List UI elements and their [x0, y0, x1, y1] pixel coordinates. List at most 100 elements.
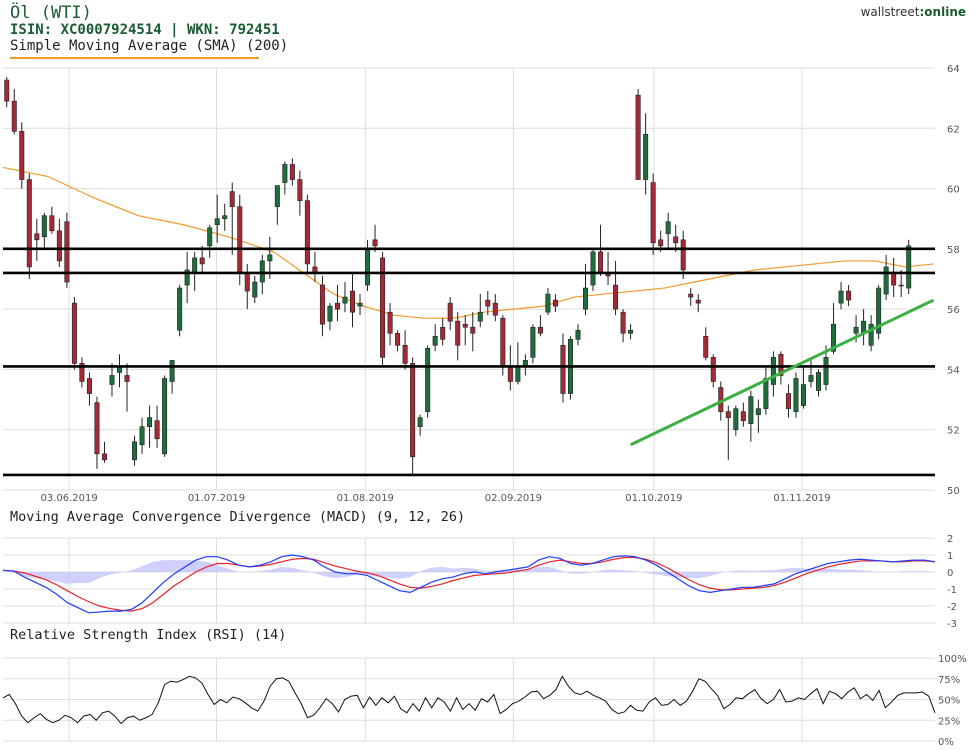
candle-body — [635, 94, 641, 180]
candle-down — [372, 224, 378, 252]
candle-down — [710, 354, 716, 388]
candle-up — [628, 324, 634, 340]
candle-body — [643, 134, 649, 180]
candle-body — [590, 251, 596, 286]
candle-up — [192, 251, 198, 292]
candle-up — [831, 303, 837, 355]
candle-down — [49, 206, 55, 234]
candle-down — [635, 89, 641, 180]
candle-up — [793, 372, 799, 418]
x-tick-label: 01.10.2019 — [625, 493, 682, 504]
candle-body — [598, 251, 604, 274]
macd-line — [2, 554, 936, 614]
candle-body — [545, 293, 551, 313]
brand-logo[interactable]: wallstreet:online — [861, 5, 966, 19]
rsi-title: Relative Strength Index (RSI) (14) — [10, 627, 287, 643]
candle-body — [124, 375, 130, 382]
candle-up — [477, 294, 483, 328]
candle-down — [695, 294, 701, 313]
candle-up — [567, 336, 573, 400]
candle-body — [620, 311, 626, 334]
candle-body — [853, 326, 859, 334]
candle-up — [665, 212, 671, 249]
candle-down — [380, 251, 386, 367]
candle-body — [244, 272, 250, 292]
chart-title: Öl (WTI) — [10, 3, 92, 23]
candle-body — [425, 348, 431, 412]
y-tick-label: 60 — [947, 185, 960, 196]
candle-down — [688, 288, 694, 307]
candle-body — [650, 182, 656, 244]
candle-down — [485, 291, 491, 316]
macd-title: Moving Average Convergence Divergence (M… — [10, 509, 466, 525]
candle-down — [673, 224, 679, 252]
candle-body — [552, 299, 558, 307]
candle-up — [357, 294, 363, 316]
candle-body — [274, 185, 280, 207]
candle-up — [876, 285, 882, 340]
candle-body — [147, 417, 153, 427]
candle-up — [327, 303, 333, 331]
candle-down — [4, 77, 10, 108]
macd-tick-label: -3 — [947, 619, 957, 630]
candle-body — [793, 378, 799, 412]
candle-body — [237, 206, 243, 274]
candle-body — [417, 417, 423, 427]
candle-down — [124, 363, 130, 412]
candle-up — [365, 239, 371, 292]
candle-up — [755, 399, 761, 433]
candle-body — [94, 402, 100, 455]
candle-body — [214, 218, 220, 226]
candle-down — [319, 275, 325, 337]
candle-body — [86, 378, 92, 394]
candle-down — [94, 396, 100, 469]
candle-body — [507, 366, 513, 382]
candle-down — [507, 345, 513, 391]
candle-body — [733, 408, 739, 431]
candle-down — [470, 312, 476, 352]
y-tick-label: 54 — [947, 365, 960, 376]
candle-body — [710, 357, 716, 382]
candle-body — [289, 164, 295, 180]
candle-down — [349, 272, 355, 328]
candle-body — [432, 335, 438, 346]
candle-down — [492, 294, 498, 322]
candle-body — [755, 408, 761, 415]
candle-down — [552, 294, 558, 313]
candle-body — [101, 453, 107, 461]
candle-body — [492, 302, 498, 316]
candle-body — [906, 245, 912, 289]
candle-up — [522, 354, 528, 376]
brand-suffix: :online — [919, 5, 967, 19]
candle-body — [748, 396, 754, 424]
candle-body — [387, 311, 393, 334]
candle-up — [252, 275, 258, 304]
candle-up — [898, 269, 904, 298]
candle-body — [49, 215, 55, 232]
candle-body — [530, 326, 536, 358]
candle-down — [785, 384, 791, 418]
candle-down — [650, 173, 656, 255]
candle-up — [815, 369, 821, 397]
candle-up — [282, 161, 288, 195]
candle-body — [357, 302, 363, 307]
candle-up — [162, 375, 168, 457]
candle-down — [447, 297, 453, 331]
candle-down — [11, 89, 17, 135]
candle-up — [274, 185, 280, 225]
candle-body — [71, 302, 77, 364]
candle-body — [334, 302, 340, 310]
candle-body — [64, 221, 70, 283]
candle-body — [778, 354, 784, 376]
candle-down — [79, 357, 85, 388]
candle-body — [628, 329, 634, 334]
candle-body — [41, 215, 47, 238]
candle-up — [259, 254, 265, 295]
candle-body — [132, 441, 138, 461]
candle-body — [808, 375, 814, 382]
candle-down — [598, 224, 604, 276]
candle-body — [207, 227, 213, 247]
candle-down — [56, 218, 62, 267]
candle-body — [898, 284, 904, 287]
candle-body — [703, 335, 709, 358]
